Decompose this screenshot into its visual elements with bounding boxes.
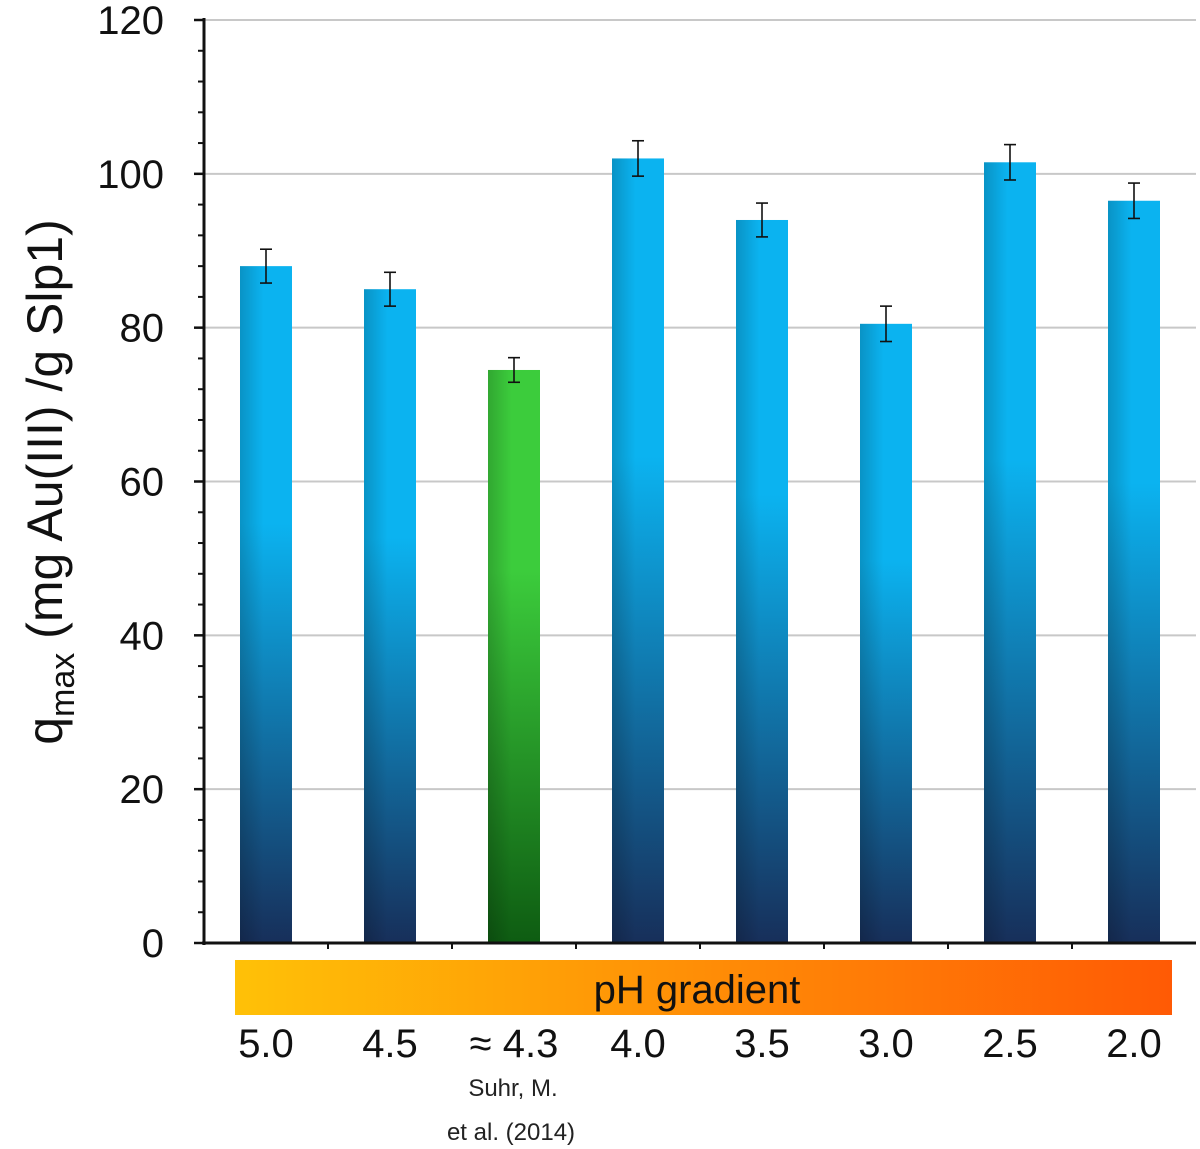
y-tick-label: 60 [120,461,165,505]
error-bar [508,356,520,384]
grid-lines [204,19,1196,791]
bar-shading [612,158,664,943]
error-bar [384,271,396,307]
error-bar [632,139,644,177]
bar-shading [1108,200,1160,944]
y-tick-labels: 0 20 40 60 80 100 120 [97,0,164,966]
y-tick-label: 0 [142,922,164,966]
axes [194,18,1196,949]
ph-gradient-label: pH gradient [594,968,801,1012]
y-tick-label: 40 [120,614,165,658]
y-tick-label: 100 [97,153,164,197]
bar-shading [488,369,540,943]
error-bar [1128,182,1140,220]
y-axis-label-subscript: max [44,653,82,717]
error-bar [260,248,272,284]
bar-shading [364,289,416,943]
x-tick-label: 2.5 [982,1022,1038,1066]
y-axis-label: qmax (mg Au(III) /g Slp1) [17,219,82,745]
error-bar [880,305,892,343]
x-tick-label: ≈ 4.3 [470,1022,559,1066]
x-tick-label: 4.5 [362,1022,418,1066]
bar-shading [984,162,1036,943]
error-bar [1004,143,1016,181]
ph-gradient-bar [235,960,1172,1015]
error-bars [260,139,1140,384]
x-tick-label: 3.0 [858,1022,914,1066]
x-tick-label: 3.5 [734,1022,790,1066]
bar-shading [736,219,788,943]
bar-shading [860,323,912,944]
x-tick-label: 2.0 [1106,1022,1162,1066]
bars [240,158,1160,944]
y-tick-label: 20 [120,768,165,812]
bar-shading [240,266,292,944]
y-axis-label-rest: (mg Au(III) /g Slp1) [17,219,73,652]
y-tick-label: 80 [120,307,165,351]
x-tick-label: 4.0 [610,1022,666,1066]
reference-note-line-1: Suhr, M. [468,1075,557,1102]
x-tick-labels: 5.0 4.5 ≈ 4.3 4.0 3.5 3.0 2.5 2.0 [238,1022,1162,1066]
x-tick-label: 5.0 [238,1022,294,1066]
error-bar [756,202,768,238]
y-tick-label: 120 [97,0,164,43]
y-axis-label-main: q [17,717,73,745]
reference-note-line-2: et al. (2014) [447,1119,575,1146]
